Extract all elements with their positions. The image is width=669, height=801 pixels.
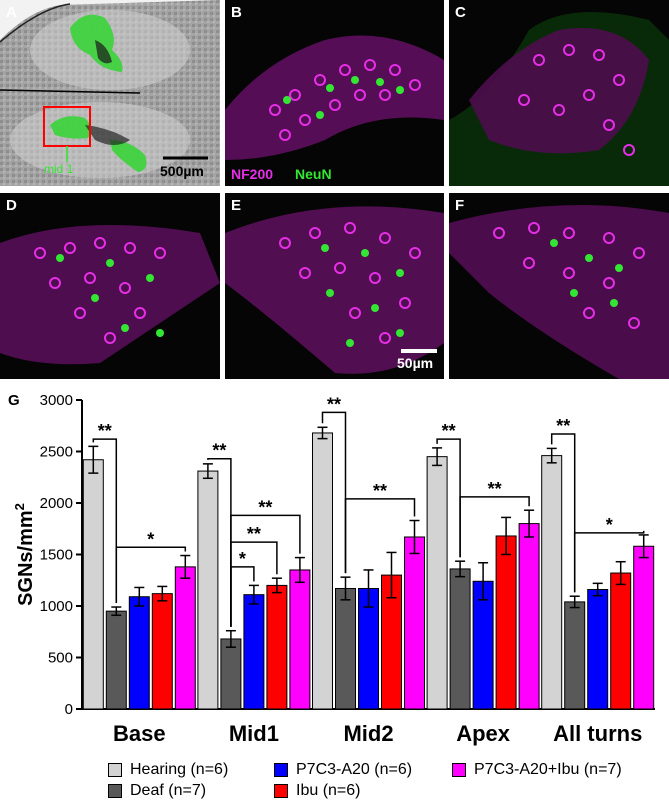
- significance-label: *: [606, 515, 613, 535]
- significance-label: **: [442, 421, 456, 441]
- y-tick-label: 500: [48, 650, 73, 667]
- mid1-annotation: mid 1: [44, 162, 74, 176]
- y-tick-label: 2500: [40, 444, 73, 461]
- legend-label-ibu: Ibu (n=6): [296, 782, 361, 799]
- panel-f-image: [449, 205, 669, 379]
- panel-a: A mid 1 500µm: [0, 0, 220, 186]
- significance-bracket: [321, 411, 347, 574]
- panel-e: E: [225, 193, 444, 379]
- scale-label-a: 500µm: [160, 163, 204, 179]
- bar: [174, 566, 196, 710]
- spiral-ganglion-lower: [50, 116, 91, 139]
- bar: [335, 587, 356, 710]
- significance-bracket: [550, 433, 576, 593]
- x-category-label: Mid2: [343, 721, 393, 746]
- significance-bracket: [344, 498, 416, 574]
- bar: [128, 596, 150, 710]
- bar: [495, 535, 517, 710]
- legend-ibu: Ibu (n=6): [274, 782, 360, 800]
- panel-d-image: [0, 225, 220, 365]
- bar: [587, 589, 609, 710]
- bar: [449, 568, 471, 710]
- significance-bracket: [115, 546, 187, 604]
- bar: [564, 601, 586, 710]
- section-line: [0, 89, 141, 94]
- panel-b-image: [225, 35, 444, 160]
- legend-swatch-deaf: [108, 784, 122, 798]
- significance-bracket: [459, 496, 530, 558]
- x-category-label: Mid1: [229, 721, 279, 746]
- bar: [82, 459, 104, 710]
- stain-label-neun: NeuN: [295, 166, 332, 182]
- significance-bracket: [230, 514, 301, 627]
- significance-label: **: [98, 421, 112, 441]
- bar: [266, 584, 288, 710]
- panel-label-f: F: [455, 197, 465, 214]
- legend-swatch-ibu: [274, 784, 288, 798]
- bar: [541, 455, 563, 710]
- significance-label: **: [247, 524, 261, 544]
- stain-label-nf200: NF200: [231, 166, 274, 182]
- x-category-label: All turns: [553, 721, 642, 746]
- significance-label: **: [327, 394, 341, 414]
- bar: [404, 536, 425, 710]
- bar: [633, 545, 655, 710]
- legend-deaf: Deaf (n=7): [108, 782, 206, 800]
- bar: [197, 470, 219, 710]
- bar: [220, 638, 242, 710]
- y-tick-label: 3000: [40, 392, 73, 409]
- panel-c-image: [449, 12, 669, 186]
- panel-d: D: [0, 193, 220, 379]
- panel-label-d: D: [6, 197, 17, 214]
- legend-label-deaf: Deaf (n=7): [130, 782, 207, 799]
- significance-label: **: [258, 497, 272, 517]
- y-tick-label: 2000: [40, 495, 73, 512]
- y-axis-label: SGNs/mm2: [12, 503, 37, 606]
- legend-label-combo: P7C3-A20+Ibu (n=7): [474, 761, 622, 778]
- legend-hearing: Hearing (n=6): [108, 761, 228, 779]
- legend-swatch-hearing: [108, 763, 122, 777]
- bar: [426, 456, 448, 710]
- significance-label: **: [556, 416, 570, 436]
- panel-label-g: G: [8, 392, 20, 409]
- significance-label: **: [373, 481, 387, 501]
- bar: [105, 610, 127, 710]
- panel-label-e: E: [231, 197, 242, 214]
- significance-bracket: [92, 438, 118, 604]
- significance-label: **: [488, 479, 502, 499]
- significance-label: *: [147, 529, 154, 549]
- significance-bracket: [573, 530, 645, 593]
- panel-e-image: [225, 206, 444, 374]
- y-tick-label: 1500: [40, 547, 73, 564]
- bar: [312, 432, 333, 710]
- panel-label-a: A: [6, 4, 17, 21]
- x-category-label: Apex: [456, 721, 511, 746]
- panel-a-image: [0, 0, 220, 186]
- panel-f: F: [449, 193, 669, 379]
- x-category-label: Base: [113, 721, 166, 746]
- bar: [243, 594, 265, 710]
- bar: [518, 523, 540, 710]
- sgn-density-bar-chart: G 0 500 1000 1500 2000 2500 3000 SGNs/mm2 Base Mid…: [8, 392, 655, 746]
- legend-swatch-combo: [452, 763, 466, 777]
- significance-label: *: [239, 549, 246, 569]
- panel-label-b: B: [231, 4, 242, 21]
- panel-label-c: C: [455, 4, 466, 21]
- bar: [151, 593, 173, 710]
- bar: [289, 569, 311, 710]
- legend-p7c3: P7C3-A20 (n=6): [274, 761, 412, 779]
- significance-label: **: [212, 441, 226, 461]
- legend-label-p7c3: P7C3-A20 (n=6): [296, 761, 413, 778]
- panel-c: C: [449, 0, 669, 186]
- legend-label-hearing: Hearing (n=6): [130, 761, 229, 778]
- scale-label-f: 50µm: [397, 355, 434, 371]
- legend-swatch-p7c3: [274, 763, 288, 777]
- scale-bar-f: [401, 349, 437, 353]
- bar: [610, 572, 632, 710]
- panel-b: B NF200 NeuN: [225, 0, 444, 186]
- y-tick-label: 0: [65, 701, 73, 718]
- legend-combo: P7C3-A20+Ibu (n=7): [452, 761, 622, 779]
- y-tick-label: 1000: [40, 598, 73, 615]
